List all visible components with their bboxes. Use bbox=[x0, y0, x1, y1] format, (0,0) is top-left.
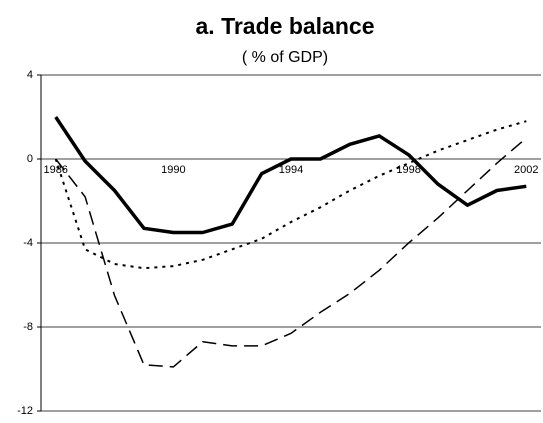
chart-title: a. Trade balance bbox=[196, 13, 375, 39]
y-tick-label: -8 bbox=[23, 321, 33, 333]
x-tick-label: 1998 bbox=[396, 164, 420, 176]
x-tick-label: 1990 bbox=[161, 164, 185, 176]
chart-subtitle: ( % of GDP) bbox=[242, 49, 328, 66]
y-tick-label: -4 bbox=[23, 237, 33, 249]
y-tick-label: 4 bbox=[27, 69, 33, 81]
x-tick-label: 1994 bbox=[279, 164, 303, 176]
y-tick-label: 0 bbox=[27, 153, 33, 165]
line-series bbox=[54, 116, 527, 235]
x-tick-label: 2002 bbox=[514, 164, 538, 176]
line-series bbox=[54, 120, 527, 270]
line-series bbox=[55, 137, 527, 368]
y-tick-label: -12 bbox=[17, 405, 33, 417]
